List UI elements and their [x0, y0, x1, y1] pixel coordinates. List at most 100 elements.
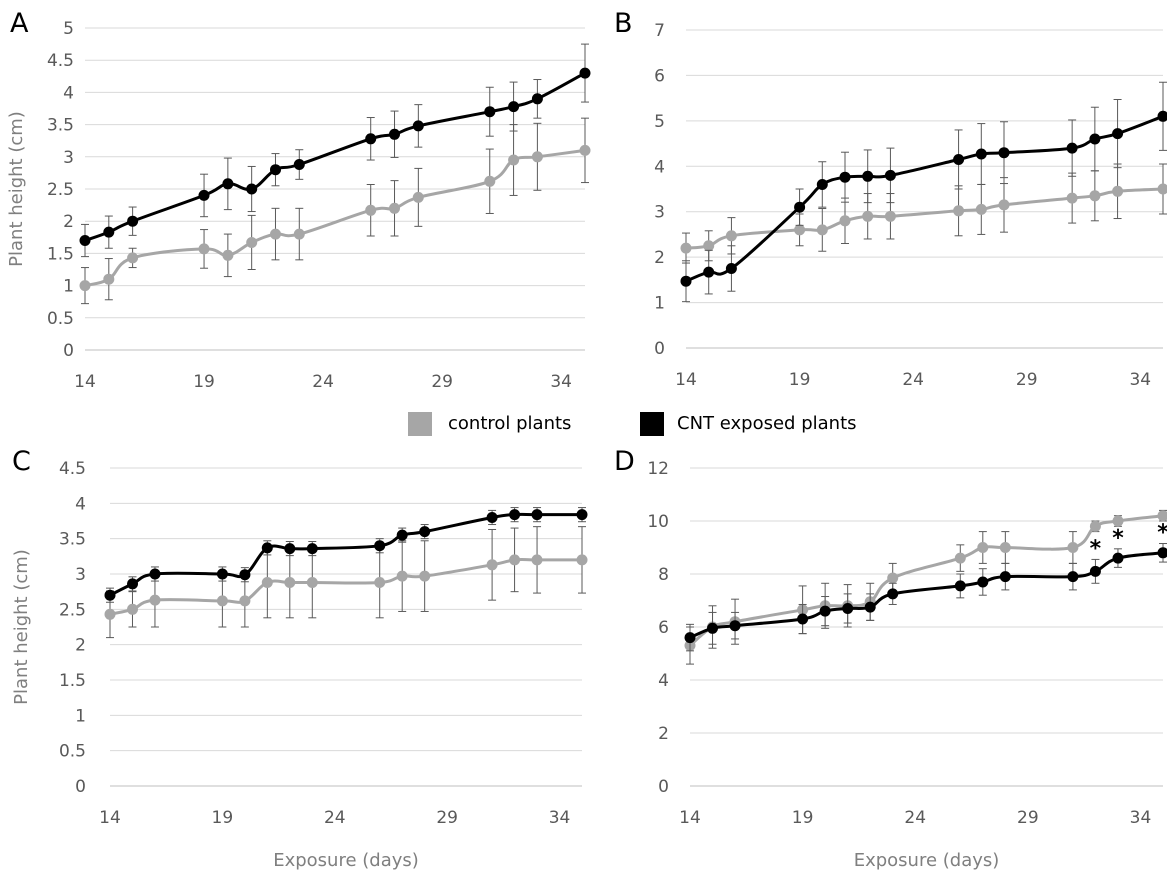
series-cnt — [104, 507, 588, 603]
data-point — [729, 620, 741, 632]
panel-letter-b: B — [614, 8, 633, 39]
data-point — [261, 577, 273, 588]
data-point — [365, 133, 377, 145]
y-tick-label: 0 — [654, 339, 665, 359]
data-point — [509, 509, 521, 521]
data-point — [862, 210, 874, 222]
data-point — [1157, 510, 1167, 522]
data-point — [246, 237, 258, 248]
data-point — [412, 120, 424, 132]
data-point — [887, 572, 899, 584]
data-point — [842, 603, 854, 614]
series-line — [109, 558, 582, 616]
data-point — [579, 144, 591, 156]
data-point — [79, 280, 91, 292]
y-tick-label: 3 — [75, 565, 86, 585]
data-point — [864, 601, 876, 613]
data-point — [374, 577, 386, 588]
data-point — [1089, 565, 1101, 577]
y-tick-label: 1.5 — [59, 671, 86, 691]
data-point — [103, 273, 115, 285]
x-tick-label: 14 — [679, 808, 701, 828]
y-tick-label: 0.5 — [59, 742, 86, 762]
x-tick-label: 29 — [1017, 808, 1039, 828]
y-tick-label: 6 — [658, 618, 669, 638]
y-tick-label: 1 — [63, 277, 74, 297]
panel-letter-d: D — [614, 446, 635, 477]
data-point — [396, 570, 408, 582]
y-tick-label: 1 — [75, 706, 86, 726]
data-point — [389, 128, 400, 140]
y-tick-label: 3 — [654, 203, 665, 223]
data-point — [365, 204, 377, 216]
data-point — [127, 215, 139, 227]
data-point — [1112, 128, 1124, 140]
data-point — [839, 171, 851, 183]
panel-letter-c: C — [12, 446, 31, 477]
data-point — [999, 571, 1011, 583]
data-point — [576, 509, 588, 521]
significance-marker: * — [1090, 536, 1102, 561]
data-point — [149, 594, 161, 606]
x-tick-label: 34 — [549, 808, 571, 828]
data-point — [819, 605, 831, 617]
y-axis-title: Plant height (cm) — [11, 549, 32, 705]
y-tick-label: 4 — [658, 671, 669, 691]
data-point — [684, 632, 696, 644]
y-tick-label: 4 — [75, 494, 86, 514]
y-tick-label: 8 — [658, 565, 669, 585]
y-tick-label: 0.5 — [47, 309, 74, 329]
data-point — [725, 263, 737, 274]
data-point — [975, 203, 987, 215]
y-tick-label: 4.5 — [47, 51, 74, 71]
data-point — [1112, 515, 1124, 527]
data-point — [725, 230, 737, 242]
series-cnt — [79, 43, 591, 258]
series-line — [689, 514, 1164, 647]
series-cnt — [680, 81, 1167, 303]
data-point — [794, 201, 806, 213]
data-point — [284, 543, 296, 555]
series-control — [680, 163, 1167, 264]
data-point — [531, 151, 543, 163]
data-point — [484, 106, 496, 118]
data-point — [998, 199, 1010, 211]
data-point — [509, 554, 521, 566]
data-point — [816, 224, 828, 236]
data-point — [797, 613, 809, 625]
y-tick-label: 2 — [658, 724, 669, 744]
data-point — [389, 202, 400, 214]
legend-label-cnt: CNT exposed plants — [677, 413, 857, 434]
data-point — [216, 595, 228, 607]
data-point — [104, 589, 116, 601]
data-point — [1089, 520, 1101, 532]
data-point — [261, 542, 273, 554]
x-tick-label: 19 — [193, 372, 215, 392]
data-point — [531, 554, 543, 566]
data-point — [419, 526, 431, 538]
data-point — [374, 540, 386, 552]
series-line — [84, 148, 586, 288]
panel-a-chart: 0 0.5 1 1.5 2 2.5 3 3.5 4 4.5 5 14 19 24 29 34 Plant hei… — [6, 19, 591, 392]
data-point — [149, 568, 161, 580]
y-tick-label: 1 — [654, 294, 665, 314]
series-line — [689, 551, 1164, 639]
x-tick-label: 14 — [675, 370, 697, 390]
x-tick-label: 19 — [212, 808, 234, 828]
data-point — [703, 266, 715, 278]
data-point — [486, 559, 498, 571]
x-tick-label: 14 — [99, 808, 121, 828]
series-cnt — [684, 543, 1167, 652]
data-point — [975, 148, 987, 160]
y-axis-title: Plant height (cm) — [6, 111, 27, 267]
data-point — [680, 242, 692, 254]
data-point — [103, 226, 115, 238]
data-point — [999, 542, 1011, 553]
y-tick-label: 12 — [647, 459, 669, 479]
y-tick-label: 3 — [63, 148, 74, 168]
data-point — [977, 542, 989, 553]
y-tick-label: 1.5 — [47, 244, 74, 264]
data-point — [1157, 183, 1167, 195]
data-point — [680, 275, 692, 287]
